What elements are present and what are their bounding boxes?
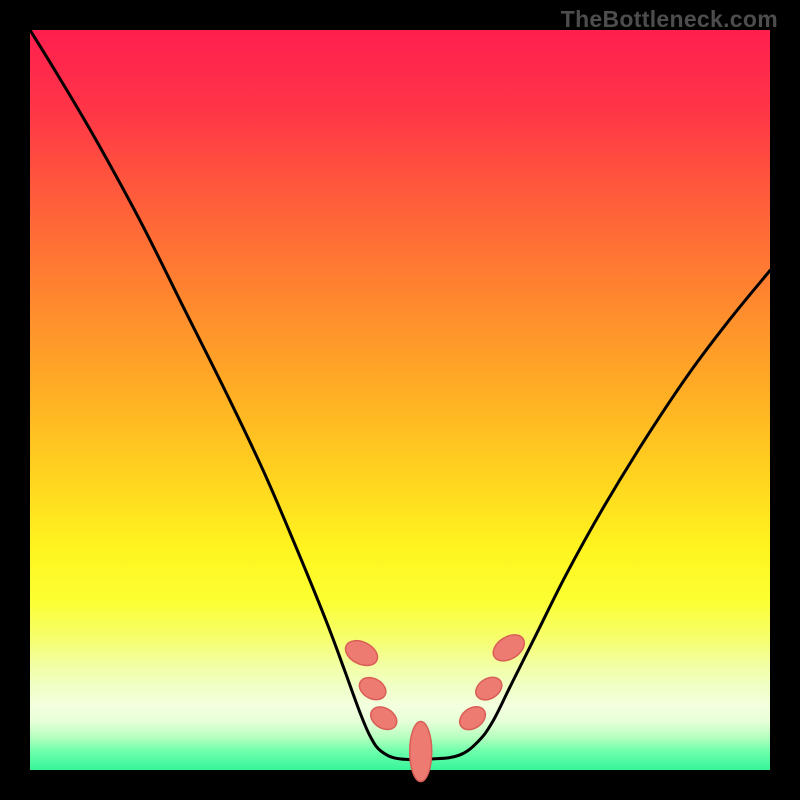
bottleneck-chart	[0, 0, 800, 800]
gradient-background	[30, 30, 770, 770]
watermark-text: TheBottleneck.com	[561, 6, 778, 33]
curve-marker	[410, 722, 432, 782]
